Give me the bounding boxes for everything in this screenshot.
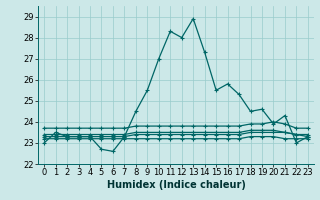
X-axis label: Humidex (Indice chaleur): Humidex (Indice chaleur) (107, 180, 245, 190)
